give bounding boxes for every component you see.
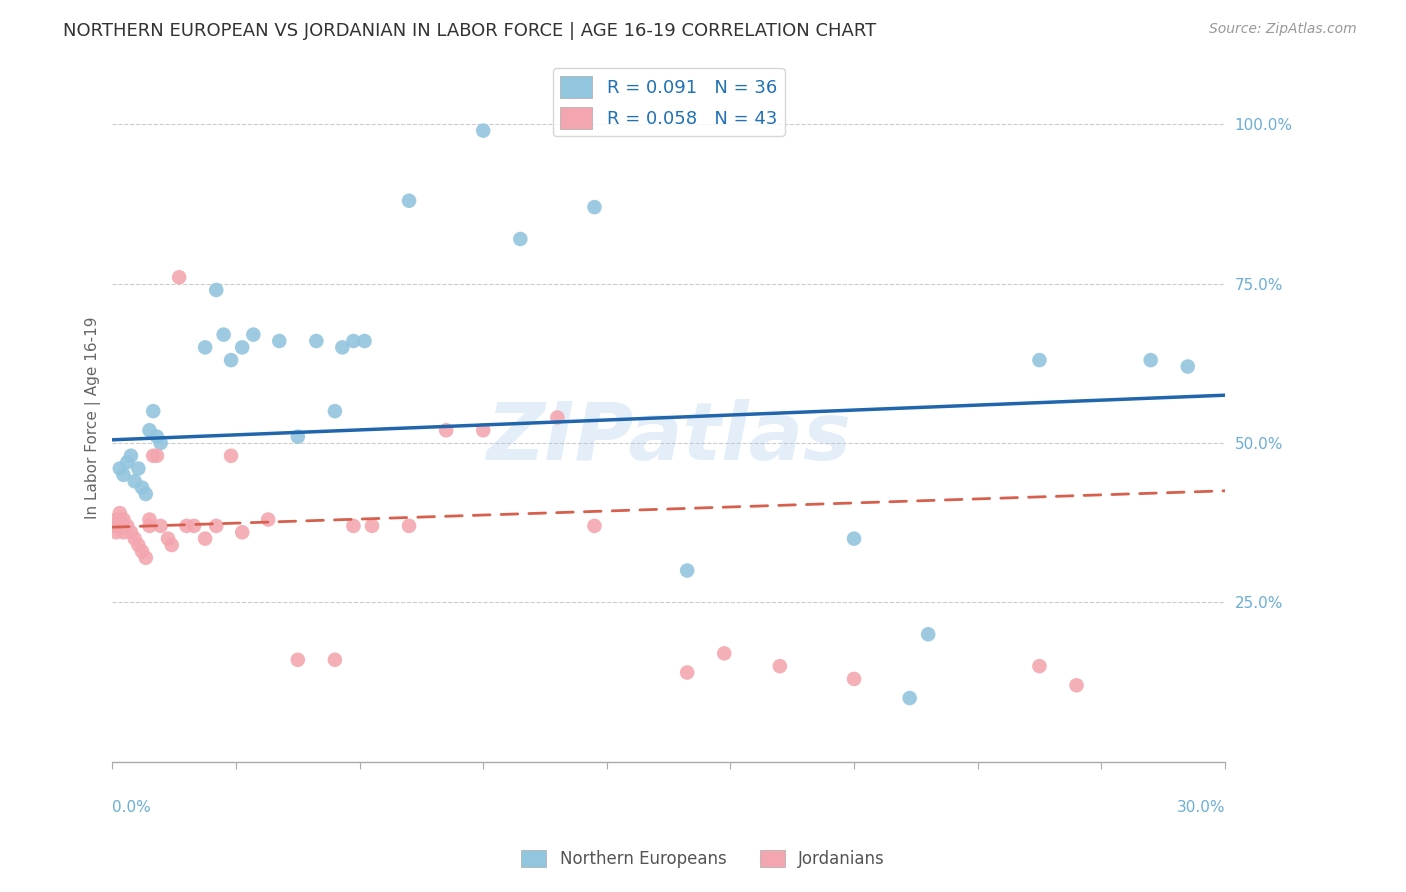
Point (176, 519, 198, 533)
Point (120, 449, 142, 463)
Point (146, 449, 169, 463)
Point (1028, 659, 1050, 673)
Point (142, 404, 165, 418)
Y-axis label: In Labor Force | Age 16-19: In Labor Force | Age 16-19 (86, 317, 101, 519)
Point (205, 283, 228, 297)
Point (142, 449, 165, 463)
Point (1177, 359, 1199, 374)
Text: NORTHERN EUROPEAN VS JORDANIAN IN LABOR FORCE | AGE 16-19 CORRELATION CHART: NORTHERN EUROPEAN VS JORDANIAN IN LABOR … (63, 22, 876, 40)
Point (108, 461, 131, 475)
Point (583, 519, 606, 533)
Point (127, 538, 149, 552)
Point (257, 512, 280, 526)
Point (323, 404, 346, 418)
Point (112, 512, 135, 526)
Point (105, 525, 128, 540)
Point (305, 334, 328, 348)
Point (138, 423, 160, 437)
Text: ZIPatlas: ZIPatlas (486, 399, 851, 477)
Point (323, 653, 346, 667)
Point (509, 232, 531, 246)
Point (112, 467, 135, 482)
Point (138, 519, 160, 533)
Point (242, 327, 264, 342)
Point (472, 423, 495, 437)
Point (1066, 678, 1088, 692)
Point (138, 512, 160, 526)
Point (330, 340, 353, 354)
Point (1139, 353, 1161, 368)
Point (108, 506, 131, 520)
Point (898, 691, 921, 706)
Point (676, 564, 699, 578)
Point (105, 512, 128, 526)
Point (676, 665, 699, 680)
Point (149, 519, 172, 533)
Point (842, 672, 865, 686)
Legend: R = 0.091   N = 36, R = 0.058   N = 43: R = 0.091 N = 36, R = 0.058 N = 43 (553, 69, 785, 136)
Point (231, 525, 253, 540)
Point (1028, 353, 1050, 368)
Text: Source: ZipAtlas.com: Source: ZipAtlas.com (1209, 22, 1357, 37)
Point (149, 436, 172, 450)
Point (194, 340, 217, 354)
Point (160, 538, 183, 552)
Point (167, 270, 190, 285)
Point (342, 519, 364, 533)
Point (917, 627, 939, 641)
Point (135, 550, 157, 565)
Point (231, 340, 253, 354)
Point (205, 519, 228, 533)
Point (472, 123, 495, 137)
Point (842, 532, 865, 546)
Point (131, 544, 153, 558)
Point (124, 532, 146, 546)
Point (269, 334, 291, 348)
Point (112, 525, 135, 540)
Point (183, 519, 205, 533)
Point (342, 334, 364, 348)
Point (108, 512, 131, 526)
Text: 30.0%: 30.0% (1177, 799, 1225, 814)
Legend: Northern Europeans, Jordanians: Northern Europeans, Jordanians (515, 843, 891, 875)
Point (127, 461, 149, 475)
Point (434, 423, 457, 437)
Point (583, 200, 606, 214)
Point (194, 532, 217, 546)
Point (361, 519, 384, 533)
Point (135, 487, 157, 501)
Point (212, 327, 235, 342)
Text: 0.0%: 0.0% (112, 799, 152, 814)
Point (398, 194, 420, 208)
Point (287, 653, 309, 667)
Point (546, 410, 568, 425)
Point (219, 353, 242, 368)
Point (117, 519, 139, 533)
Point (120, 525, 142, 540)
Point (219, 449, 242, 463)
Point (398, 519, 420, 533)
Point (157, 532, 180, 546)
Point (146, 429, 169, 443)
Point (287, 429, 309, 443)
Point (131, 481, 153, 495)
Point (769, 659, 792, 673)
Point (124, 475, 146, 489)
Point (353, 334, 375, 348)
Point (117, 455, 139, 469)
Point (105, 519, 128, 533)
Point (713, 647, 735, 661)
